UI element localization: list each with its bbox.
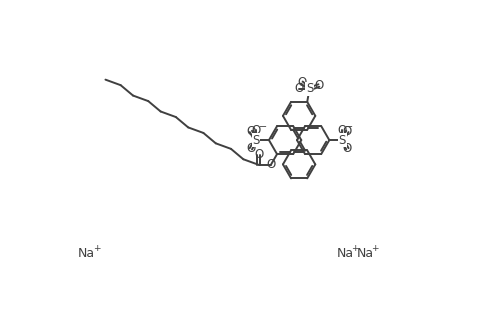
Text: Na: Na [337, 247, 354, 260]
Text: O: O [251, 123, 261, 137]
Text: −: − [259, 122, 267, 132]
Text: −: − [302, 81, 311, 91]
Text: O: O [254, 148, 263, 161]
Text: +: + [372, 244, 379, 253]
Text: Na: Na [78, 247, 95, 260]
Text: O: O [266, 158, 276, 171]
Text: S: S [252, 134, 260, 146]
Text: O: O [246, 142, 255, 155]
Text: Na: Na [357, 247, 374, 260]
Text: S: S [339, 134, 346, 146]
Text: +: + [351, 244, 359, 253]
Text: O: O [343, 125, 352, 138]
Text: O: O [246, 125, 255, 138]
Text: S: S [306, 82, 313, 95]
Text: +: + [93, 244, 100, 253]
Text: O: O [343, 142, 352, 155]
Text: O: O [295, 82, 304, 95]
Text: O: O [297, 76, 306, 89]
Text: −: − [346, 122, 354, 132]
Text: O: O [314, 79, 324, 92]
Text: O: O [338, 123, 347, 137]
